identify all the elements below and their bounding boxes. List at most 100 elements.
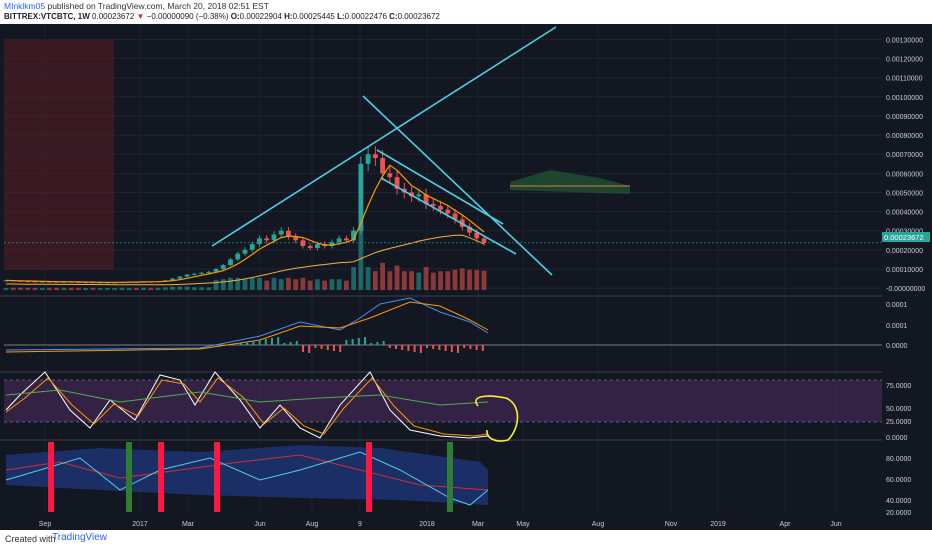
- volume-bar: [351, 267, 357, 290]
- candle: [271, 234, 277, 241]
- time-tick-label: 9: [358, 521, 362, 528]
- candle: [249, 244, 255, 250]
- macd-histogram-bar: [289, 342, 292, 345]
- last-price-tag-label: 0.00023672: [884, 233, 924, 242]
- trendline-support-upper: [211, 26, 557, 247]
- candle: [206, 271, 212, 273]
- wedge-upper-line: [376, 149, 504, 225]
- macd-axis-label: 0.0001: [886, 323, 908, 330]
- time-tick-label: Aug: [592, 521, 605, 528]
- volume-bar: [76, 287, 81, 290]
- ichimoku-cloud: [4, 40, 114, 270]
- oscillator-axis-label: 80.0000: [886, 456, 911, 463]
- volume-bar: [235, 277, 241, 290]
- last-price-tag: 0.00023672: [882, 232, 930, 242]
- created-with-text: Created with: [5, 534, 56, 544]
- volume-bar: [322, 280, 328, 290]
- volume-bar: [3, 288, 9, 290]
- price-tick-label: 0.00070000: [886, 152, 923, 159]
- macd-histogram-bar: [333, 345, 335, 351]
- price-tick-label: 0.00100000: [886, 95, 923, 102]
- close-label: C:: [389, 12, 398, 21]
- macd-histogram-bar: [395, 345, 397, 349]
- candle: [39, 281, 45, 283]
- volume-bar: [257, 277, 262, 290]
- macd-histogram-bar: [432, 345, 435, 349]
- candle: [191, 273, 197, 275]
- macd-axis-label: 0.0001: [886, 302, 908, 309]
- future-cloud-green: [510, 170, 630, 194]
- volume-bar: [25, 287, 31, 290]
- open-value: 0.00022904: [239, 12, 282, 21]
- stoch-rsi-axis-label: 75.0000: [886, 383, 911, 390]
- footer: Created with TradingView: [0, 530, 932, 550]
- candle: [264, 238, 270, 241]
- macd-histogram-bar: [271, 338, 273, 345]
- time-tick-label: Aug: [306, 521, 319, 528]
- stoch-rsi-pane: [4, 371, 882, 439]
- signal-bar: [126, 442, 132, 512]
- candle: [452, 213, 458, 220]
- macd-histogram-bar: [376, 342, 379, 345]
- volume-bar: [10, 287, 16, 290]
- macd-histogram-bar: [351, 339, 354, 345]
- volume-bar: [177, 286, 183, 290]
- signal-line: [5, 301, 489, 353]
- moving-average-slow: [5, 234, 485, 286]
- volume-bar: [416, 272, 422, 290]
- macd-histogram-bar: [457, 345, 459, 353]
- volume-bar: [271, 277, 277, 290]
- chart-area[interactable]: 0.00130000 0.00120000 0.00110000 0.00100000…: [0, 24, 932, 530]
- time-tick-label: May: [516, 521, 530, 528]
- macd-histogram-bar: [370, 343, 373, 345]
- last-price: 0.00023672: [92, 12, 135, 21]
- macd-axis-label: 0.0000: [886, 343, 908, 350]
- volume-bar: [68, 287, 74, 290]
- time-tick-label: Sep: [39, 521, 52, 528]
- price-tick-label: 0.00120000: [886, 57, 923, 64]
- candle: [315, 244, 320, 248]
- time-axis: Sep 2017 Mar Jun Aug 9 2018 Mar May Aug Nov 2019 Apr…: [39, 521, 842, 528]
- volume-bar: [329, 279, 335, 290]
- price-tick-label: 0.00040000: [886, 210, 923, 217]
- candle: [387, 173, 393, 178]
- candle: [177, 276, 183, 279]
- volume-bar: [365, 267, 371, 290]
- volume-bar: [343, 280, 349, 290]
- volume-bar: [112, 288, 118, 290]
- low-value: 0.00022476: [344, 12, 387, 21]
- macd-histogram-bar: [357, 338, 360, 345]
- volume-bar: [300, 277, 306, 290]
- volume-bar: [380, 262, 386, 290]
- candle: [235, 253, 241, 260]
- volume-bar: [39, 288, 45, 290]
- signal-bar: [366, 442, 372, 512]
- signal-bar: [447, 442, 453, 512]
- stoch-rsi-axis-label: 25.0000: [886, 419, 911, 426]
- volume-bar: [155, 287, 161, 290]
- volume-bar: [133, 287, 139, 290]
- volume-bar: [445, 271, 451, 290]
- volume-bar: [162, 287, 168, 290]
- author-link[interactable]: MInklkm05: [4, 1, 46, 11]
- macd-histogram-bar: [469, 345, 472, 349]
- macd-histogram-bar: [382, 341, 385, 345]
- macd-histogram-bar: [364, 337, 366, 345]
- low-label: L:: [337, 12, 345, 21]
- macd-histogram-bar: [444, 345, 447, 351]
- volume-bar: [430, 272, 436, 290]
- candle: [293, 236, 299, 241]
- volume-bar: [286, 277, 291, 290]
- tradingview-logo[interactable]: TradingView: [52, 532, 108, 543]
- volume-bar: [293, 279, 299, 290]
- oscillator-signal-line: [5, 454, 489, 491]
- price-tick-label: 0.00110000: [886, 76, 923, 83]
- macd-histogram-bar: [450, 345, 453, 352]
- stoch-k-line: [5, 371, 489, 439]
- macd-histogram-bar: [314, 345, 317, 348]
- candle: [474, 232, 480, 239]
- chart-canvas[interactable]: 0.00130000 0.00120000 0.00110000 0.00100000…: [0, 24, 932, 530]
- macd-histogram-bar: [339, 345, 342, 352]
- candle: [242, 249, 248, 254]
- chart-header: MInklkm05 published on TradingView.com, …: [0, 0, 932, 24]
